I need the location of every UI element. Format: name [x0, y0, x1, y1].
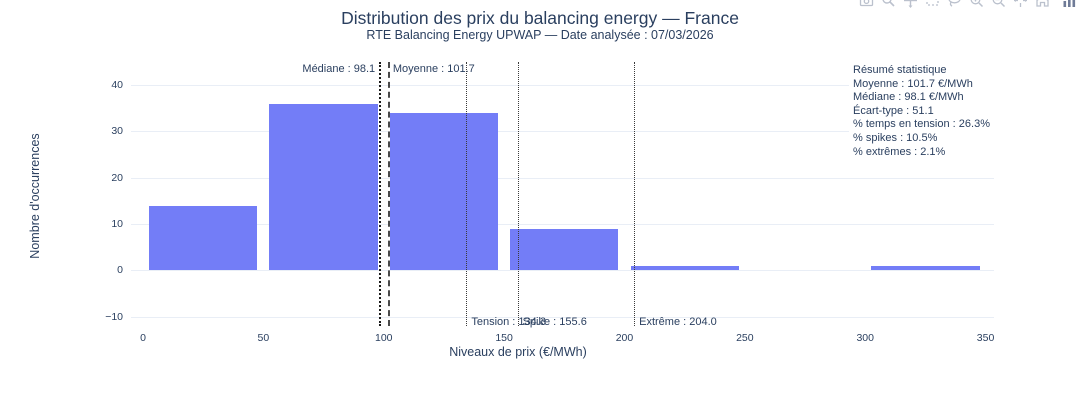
autoscale-icon[interactable]	[1013, 0, 1028, 8]
plotly-modebar	[859, 0, 1077, 8]
x-tick-label: 200	[615, 332, 634, 344]
histogram-bar[interactable]	[149, 205, 258, 271]
stats-annotation: Résumé statistique Moyenne : 101.7 €/MWh M…	[849, 62, 994, 162]
x-tick-label: 150	[495, 332, 513, 344]
refline-extreme	[634, 62, 636, 326]
histogram-bar[interactable]	[389, 112, 499, 271]
stats-annotation-line: % spikes : 10.5%	[853, 131, 938, 144]
x-tick-label: 0	[140, 332, 146, 344]
y-tick-label: 0	[117, 264, 123, 277]
y-axis-title: Nombre d'occurrences	[28, 133, 42, 259]
chart-subtitle: RTE Balancing Energy UPWAP — Date analys…	[366, 28, 714, 42]
refline-mediane	[379, 62, 382, 326]
y-tick-label: 10	[111, 218, 123, 231]
box-select-icon[interactable]	[925, 0, 940, 8]
y-gridline	[131, 177, 994, 179]
stats-annotation-line: Médiane : 98.1 €/MWh	[853, 91, 964, 104]
histogram-bar[interactable]	[871, 265, 980, 271]
camera-download-icon[interactable]	[859, 0, 874, 8]
y-gridline	[131, 85, 994, 87]
reset-axes-icon[interactable]	[1035, 0, 1050, 8]
plotly-logo-icon[interactable]	[1062, 0, 1077, 8]
stats-annotation-line: % extrêmes : 2.1%	[853, 145, 946, 158]
refline-label-mediane: Médiane : 98.1	[302, 63, 376, 75]
refline-tension	[466, 62, 468, 326]
histogram-bar[interactable]	[269, 103, 378, 271]
zoom-in-icon[interactable]	[969, 0, 984, 8]
stats-annotation-title: Résumé statistique	[853, 64, 947, 76]
y-tick-label: 30	[111, 125, 123, 138]
x-tick-label: 50	[257, 332, 270, 344]
x-tick-label: 300	[856, 332, 874, 344]
y-tick-label: 40	[111, 79, 123, 92]
y-gridline	[131, 270, 994, 272]
x-axis-title: Niveaux de prix (€/MWh)	[449, 345, 587, 359]
stats-annotation-line: Moyenne : 101.7 €/MWh	[853, 77, 973, 90]
y-tick-label: 20	[111, 171, 123, 184]
histogram-bar[interactable]	[630, 265, 739, 271]
y-tick-label: −10	[105, 310, 123, 323]
x-tick-label: 250	[736, 332, 754, 344]
refline-label-extreme: Extrême : 204.0	[639, 316, 717, 328]
y-gridline	[131, 224, 994, 226]
lasso-select-icon[interactable]	[947, 0, 962, 8]
refline-spike	[517, 62, 519, 326]
refline-label-spike: Spike : 155.6	[522, 316, 587, 328]
stats-annotation-line: Écart-type : 51.1	[853, 104, 934, 117]
stats-annotation-line: % temps en tension : 26.3%	[853, 118, 990, 131]
x-tick-label: 350	[976, 332, 995, 344]
refline-label-tension: Tension : 134.3	[471, 316, 546, 328]
zoom-out-icon[interactable]	[991, 0, 1006, 8]
zoom-icon[interactable]	[881, 0, 896, 8]
refline-label-moyenne: Moyenne : 101.7	[392, 63, 475, 75]
refline-moyenne	[387, 62, 390, 326]
pan-icon[interactable]	[903, 0, 918, 8]
y-gridline	[131, 131, 994, 133]
histogram-bar[interactable]	[510, 228, 619, 271]
chart-title: Distribution des prix du balancing energ…	[341, 8, 739, 28]
y-gridline	[131, 316, 994, 318]
x-tick-label: 100	[374, 332, 393, 344]
